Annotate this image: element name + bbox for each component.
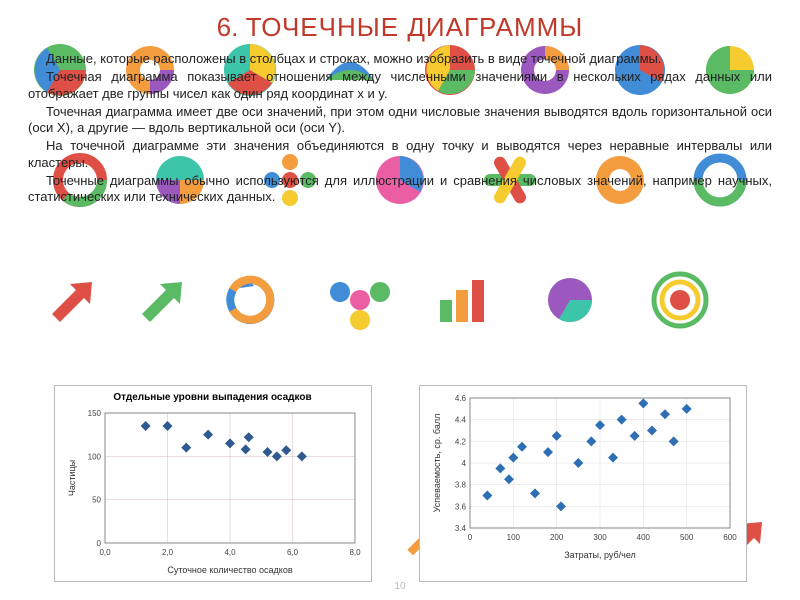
svg-text:100: 100	[87, 452, 101, 461]
svg-text:100: 100	[506, 533, 520, 542]
svg-text:500: 500	[679, 533, 693, 542]
svg-text:50: 50	[92, 496, 101, 505]
svg-text:300: 300	[593, 533, 607, 542]
svg-text:4,0: 4,0	[224, 548, 236, 557]
svg-text:0: 0	[96, 539, 101, 548]
svg-text:Затраты, руб/чел: Затраты, руб/чел	[564, 550, 636, 560]
svg-text:150: 150	[87, 409, 101, 418]
svg-text:2,0: 2,0	[161, 548, 173, 557]
svg-text:200: 200	[549, 533, 563, 542]
scatter-chart-right: 3.4 3.6 3.8 4 4.2 4.4 4.6 0 100 200 300 400 500 600 За…	[419, 385, 747, 582]
svg-text:8,0: 8,0	[349, 548, 361, 557]
page-title: 6. ТОЧЕЧНЫЕ ДИАГРАММЫ	[0, 0, 800, 51]
svg-text:3.6: 3.6	[454, 502, 466, 511]
scatter-chart-left: Отдельные уровни выпадения осадков 0 50 10…	[54, 385, 372, 582]
svg-text:Успеваемость, ср. балл: Успеваемость, ср. балл	[432, 414, 442, 513]
paragraph-3: Точечная диаграмма имеет две оси значени…	[0, 104, 800, 137]
svg-text:4: 4	[461, 459, 466, 468]
svg-text:4.6: 4.6	[454, 394, 466, 403]
svg-text:6,0: 6,0	[286, 548, 298, 557]
chart-left-title: Отдельные уровни выпадения осадков	[63, 392, 363, 403]
svg-text:4.2: 4.2	[454, 437, 466, 446]
chart-left-plot: 0 50 100 150 0,0 2,0 4,0 6,0 8,0 Суточное количес…	[63, 407, 363, 577]
title-number: 6.	[217, 12, 239, 42]
svg-text:600: 600	[723, 533, 737, 542]
paragraph-1: Данные, которые расположены в столбцах и…	[0, 51, 800, 67]
paragraph-2: Точечная диаграмма показывает отношения …	[0, 69, 800, 102]
svg-text:0,0: 0,0	[99, 548, 111, 557]
paragraph-5: Точечные диаграммы обычно используются д…	[0, 173, 800, 206]
svg-text:3.4: 3.4	[454, 524, 466, 533]
svg-text:Суточное количество осадков: Суточное количество осадков	[167, 565, 292, 575]
svg-text:Частицы: Частицы	[67, 460, 77, 496]
svg-text:4.4: 4.4	[454, 416, 466, 425]
svg-text:0: 0	[467, 533, 472, 542]
svg-text:3.8: 3.8	[454, 481, 466, 490]
paragraph-4: На точечной диаграмме эти значения объед…	[0, 138, 800, 171]
chart-right-plot: 3.4 3.6 3.8 4 4.2 4.4 4.6 0 100 200 300 400 500 600 За…	[428, 392, 738, 562]
page-number: 10	[394, 581, 405, 592]
title-text: ТОЧЕЧНЫЕ ДИАГРАММЫ	[246, 12, 584, 42]
svg-text:400: 400	[636, 533, 650, 542]
